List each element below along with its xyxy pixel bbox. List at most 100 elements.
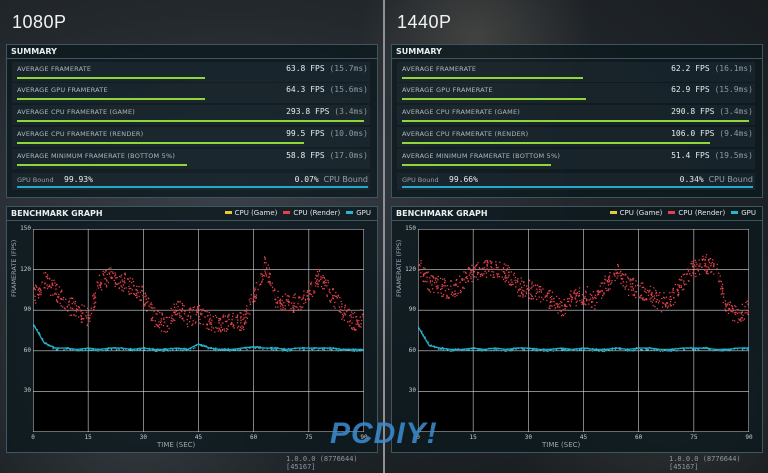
- data-point: [79, 309, 81, 311]
- data-point: [636, 284, 639, 287]
- data-point: [166, 349, 169, 351]
- data-point: [510, 279, 512, 281]
- data-point: [227, 328, 229, 331]
- data-point: [314, 277, 317, 280]
- data-point: [55, 288, 57, 290]
- x-tick-label: 90: [745, 434, 753, 441]
- data-point: [51, 345, 54, 347]
- data-point: [687, 347, 690, 349]
- data-point: [59, 302, 61, 305]
- bound-row: GPU Bound 99.66% 0.34% CPU Bound: [397, 173, 755, 190]
- data-point: [505, 274, 507, 277]
- data-point: [352, 312, 354, 315]
- data-point: [356, 320, 358, 323]
- data-point: [462, 286, 464, 288]
- data-point: [470, 278, 472, 280]
- data-point: [109, 273, 111, 275]
- data-point: [539, 288, 541, 291]
- data-point: [609, 349, 611, 352]
- data-point: [274, 298, 276, 300]
- data-point: [71, 307, 73, 310]
- data-point: [643, 299, 646, 301]
- summary-row-bar: [402, 98, 587, 100]
- data-point: [358, 349, 360, 351]
- data-point: [521, 348, 523, 350]
- data-point: [633, 293, 635, 296]
- data-point: [434, 281, 436, 284]
- data-point: [661, 297, 663, 300]
- data-point: [192, 347, 195, 350]
- data-point: [330, 299, 333, 301]
- data-point: [437, 348, 440, 350]
- data-point: [563, 309, 565, 311]
- data-point: [493, 349, 495, 351]
- data-point: [207, 348, 209, 350]
- data-point: [232, 325, 234, 328]
- data-point: [219, 317, 221, 320]
- data-point: [616, 271, 618, 274]
- data-point: [512, 283, 514, 285]
- data-point: [491, 267, 493, 269]
- data-point: [557, 312, 559, 314]
- data-point: [543, 350, 545, 352]
- data-point: [625, 281, 628, 283]
- data-point: [263, 256, 266, 258]
- data-point: [617, 264, 619, 266]
- data-point: [522, 289, 524, 291]
- data-point: [145, 298, 147, 300]
- data-point: [625, 274, 627, 276]
- data-point: [422, 267, 425, 269]
- data-point: [484, 270, 486, 273]
- data-point: [724, 348, 726, 350]
- data-point: [133, 284, 135, 287]
- data-point: [713, 265, 715, 267]
- data-point: [567, 348, 569, 351]
- data-point: [295, 306, 297, 308]
- data-point: [293, 311, 295, 313]
- data-point: [265, 273, 267, 275]
- data-point: [179, 314, 181, 316]
- data-point: [202, 323, 204, 326]
- data-point: [182, 304, 184, 306]
- data-point: [118, 275, 121, 278]
- data-point: [279, 298, 282, 300]
- data-point: [129, 347, 132, 350]
- data-point: [530, 295, 533, 297]
- data-point: [340, 309, 342, 311]
- data-point: [318, 269, 321, 271]
- summary-row: AVERAGE MINIMUM FRAMERATE (BOTTOM 5%) 58.…: [12, 149, 370, 169]
- data-point: [687, 280, 690, 282]
- data-point: [236, 322, 239, 324]
- data-point: [245, 347, 247, 349]
- x-tick-label: 15: [469, 434, 477, 441]
- data-point: [236, 315, 239, 317]
- data-point: [98, 274, 101, 277]
- data-point: [72, 348, 74, 351]
- data-point: [229, 350, 231, 352]
- data-point: [292, 306, 294, 309]
- data-point: [576, 348, 578, 350]
- data-point: [93, 306, 95, 309]
- data-point: [339, 349, 342, 351]
- data-point: [271, 346, 273, 349]
- data-point: [114, 347, 116, 349]
- data-point: [691, 263, 693, 265]
- summary-row: AVERAGE FRAMERATE 62.2 FPS (16.1ms): [397, 62, 755, 82]
- data-point: [683, 349, 686, 351]
- data-point: [635, 347, 638, 349]
- data-point: [61, 306, 64, 308]
- data-point: [351, 311, 353, 313]
- summary-row-bar: [17, 77, 205, 79]
- data-point: [442, 295, 444, 297]
- data-point: [187, 348, 189, 351]
- y-tick-label: 120: [20, 265, 31, 273]
- data-point: [286, 350, 289, 352]
- data-point: [282, 348, 284, 351]
- data-point: [514, 347, 516, 349]
- data-point: [746, 311, 748, 314]
- data-point: [69, 314, 71, 316]
- data-point: [123, 273, 126, 275]
- data-point: [560, 347, 562, 350]
- data-point: [261, 273, 263, 276]
- data-point: [105, 284, 108, 287]
